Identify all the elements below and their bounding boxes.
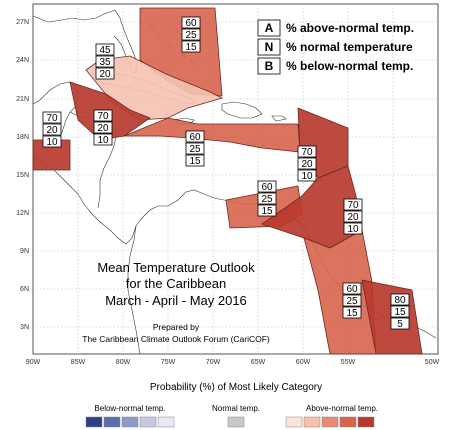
lon-label: 50W: [425, 359, 440, 366]
lat-label: 18N: [16, 134, 29, 141]
stack-leeward: 70 20 10: [297, 145, 317, 182]
lat-label: 3N: [20, 324, 29, 331]
stack-normal: 25: [261, 194, 273, 205]
longitude-labels: 90W 85W 80W 75W 70W 65W 60W 55W 50W: [26, 359, 440, 366]
stack-suriname: 80 15 5: [390, 293, 410, 330]
below-normal-swatch: [121, 416, 139, 428]
stack-below: 10: [46, 137, 58, 148]
legend-key-above: A: [265, 21, 274, 35]
stack-below: 15: [185, 42, 197, 53]
normal-swatch: [227, 416, 245, 428]
stack-guyana: 60 25 15: [342, 282, 362, 319]
lat-label: 9N: [20, 248, 29, 255]
probability-scale: Probability (%) of Most Likely Category …: [85, 382, 378, 428]
stack-normal: 35: [99, 57, 111, 68]
stack-above: 70: [46, 113, 58, 124]
stack-normal: 20: [347, 212, 359, 223]
stack-below: 10: [301, 171, 313, 182]
below-normal-swatch: [103, 416, 121, 428]
stack-west-caribbean: 70 20 10: [93, 109, 113, 146]
below-normal-swatch: [139, 416, 157, 428]
stack-below: 15: [346, 308, 358, 319]
stack-below: 10: [347, 224, 359, 235]
scale-title: Probability (%) of Most Likely Category: [150, 382, 322, 393]
lon-label: 90W: [26, 359, 41, 366]
stack-windward: 70 20 10: [343, 198, 363, 235]
below-normal-swatch: [157, 416, 175, 428]
stack-above: 60: [346, 284, 358, 295]
legend-desc-above: % above-normal temp.: [286, 21, 414, 35]
normal-swatches: [227, 416, 245, 428]
stack-above: 70: [347, 200, 359, 211]
above-normal-swatch: [303, 416, 321, 428]
stack-normal: 20: [97, 123, 109, 134]
above-normal-swatch: [321, 416, 339, 428]
stack-above: 60: [261, 182, 273, 193]
prepared-by: Prepared by: [153, 322, 200, 332]
stack-normal: 15: [394, 307, 406, 318]
above-normal-swatches: [285, 416, 375, 428]
stack-below: 20: [99, 69, 111, 80]
lon-label: 55W: [341, 359, 356, 366]
stack-cuba: 45 35 20: [95, 43, 115, 80]
stack-above: 70: [301, 147, 313, 158]
above-normal-swatch: [357, 416, 375, 428]
legend-desc-normal: % normal temperature: [286, 40, 413, 54]
stack-normal: 20: [46, 125, 58, 136]
latitude-labels: 27N 24N 21N 18N 15N 12N 9N 6N 3N: [16, 19, 29, 331]
zone-greater-antilles: [123, 117, 301, 153]
below-normal-label: Below-normal temp.: [94, 404, 165, 413]
stack-greater-antilles: 60 25 15: [185, 130, 205, 167]
lon-label: 80W: [116, 359, 131, 366]
lat-label: 15N: [16, 172, 29, 179]
stack-above: 70: [97, 111, 109, 122]
title-line-2: for the Caribbean: [126, 276, 226, 291]
stack-normal: 20: [301, 159, 313, 170]
lon-label: 65W: [251, 359, 266, 366]
probability-stacks: 60 25 15 45 35 20 70 20 10 70 20 10: [42, 16, 410, 330]
lat-label: 24N: [16, 57, 29, 64]
map-title: Mean Temperature Outlook for the Caribbe…: [82, 260, 270, 344]
stack-central-america: 70 20 10: [42, 111, 62, 148]
stack-above: 45: [99, 45, 111, 56]
below-normal-swatch: [85, 416, 103, 428]
prepared-by-org: The Caribbean Climate Outlook Forum (Car…: [82, 334, 270, 344]
stack-below: 15: [261, 206, 273, 217]
lat-label: 21N: [16, 96, 29, 103]
title-line-3: March - April - May 2016: [105, 293, 247, 308]
lat-label: 6N: [20, 286, 29, 293]
lat-label: 12N: [16, 210, 29, 217]
stack-below: 15: [189, 156, 201, 167]
stack-below: 10: [97, 135, 109, 146]
stack-above: 60: [189, 132, 201, 143]
lat-label: 27N: [16, 19, 29, 26]
below-normal-swatches: [85, 416, 175, 428]
lon-label: 75W: [161, 359, 176, 366]
lon-label: 85W: [71, 359, 86, 366]
normal-label: Normal temp.: [212, 404, 260, 413]
legend-key-normal: N: [265, 40, 274, 54]
above-normal-swatch: [285, 416, 303, 428]
stack-above: 60: [185, 18, 197, 29]
legend-key-below: B: [265, 59, 274, 73]
lon-label: 60W: [296, 359, 311, 366]
legend-desc-below: % below-normal temp.: [286, 59, 413, 73]
title-line-1: Mean Temperature Outlook: [97, 260, 255, 275]
stack-southern-caribbean: 60 25 15: [257, 180, 277, 217]
stack-normal: 25: [189, 144, 201, 155]
stack-bahamas: 60 25 15: [181, 16, 201, 53]
category-legend: A N B % above-normal temp. % normal temp…: [257, 19, 414, 75]
stack-normal: 25: [346, 296, 358, 307]
stack-below: 5: [397, 319, 403, 330]
above-normal-label: Above-normal temp.: [306, 404, 378, 413]
stack-normal: 25: [185, 30, 197, 41]
above-normal-swatch: [339, 416, 357, 428]
lon-label: 70W: [206, 359, 221, 366]
stack-above: 80: [394, 295, 406, 306]
